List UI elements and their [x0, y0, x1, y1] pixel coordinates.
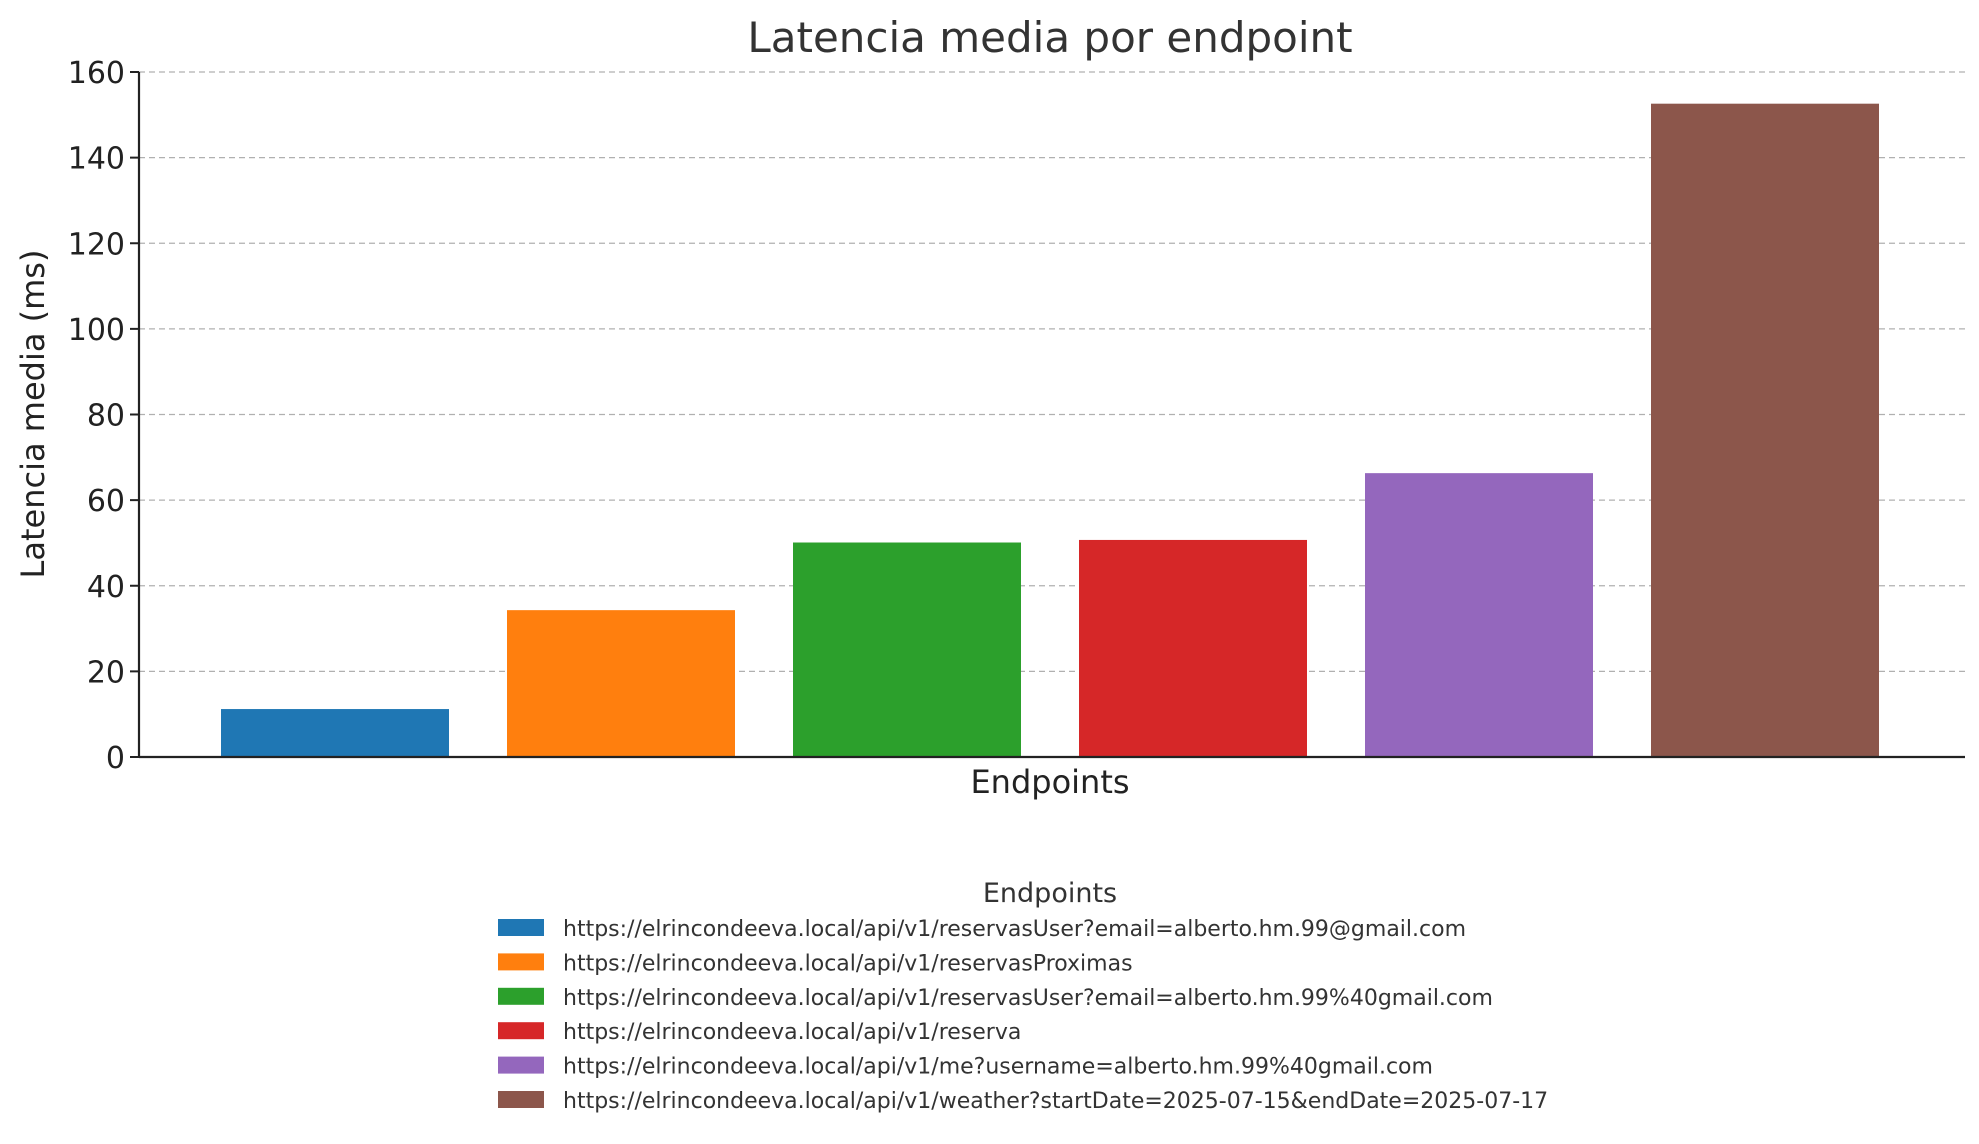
y-tick-label: 160 — [68, 56, 125, 91]
gridlines — [139, 71, 1965, 672]
legend-swatch — [498, 1091, 544, 1108]
y-ticks: 0 20 40 60 80 100 120 140 160 — [68, 56, 139, 776]
bars — [221, 103, 1879, 757]
bar — [1651, 103, 1879, 757]
legend-label: https://elrincondeeva.local/api/v1/me?us… — [563, 1055, 1433, 1080]
y-tick-label: 20 — [87, 655, 125, 690]
legend-label: https://elrincondeeva.local/api/v1/reser… — [563, 951, 1133, 976]
legend-title: Endpoints — [983, 878, 1117, 909]
legend-swatch — [498, 1056, 544, 1074]
legend-label: https://elrincondeeva.local/api/v1/reser… — [563, 917, 1466, 942]
bar — [507, 610, 735, 757]
chart-title: Latencia media por endpoint — [747, 13, 1352, 62]
bar — [793, 542, 1021, 757]
bar — [1079, 539, 1307, 757]
y-tick-label: 60 — [87, 484, 125, 519]
legend-label: https://elrincondeeva.local/api/v1/reser… — [563, 1020, 1021, 1045]
bar — [1365, 473, 1593, 757]
y-tick-label: 140 — [68, 142, 125, 177]
y-tick-label: 120 — [68, 227, 125, 262]
legend: Endpoints https://elrincondeeva.local/ap… — [498, 878, 1548, 1114]
legend-label: https://elrincondeeva.local/api/v1/weath… — [563, 1089, 1548, 1114]
legend-swatch — [498, 987, 544, 1005]
y-tick-label: 40 — [87, 570, 125, 605]
y-tick-label: 100 — [68, 313, 125, 348]
legend-label: https://elrincondeeva.local/api/v1/reser… — [563, 986, 1493, 1011]
y-tick-label: 80 — [87, 399, 125, 434]
legend-swatch — [498, 919, 544, 936]
legend-swatch — [498, 953, 544, 971]
x-axis-label: Endpoints — [970, 763, 1129, 801]
legend-swatch — [498, 1022, 544, 1040]
bar — [221, 709, 449, 757]
y-axis-label: Latencia media (ms) — [14, 250, 52, 579]
y-tick-label: 0 — [106, 741, 125, 776]
